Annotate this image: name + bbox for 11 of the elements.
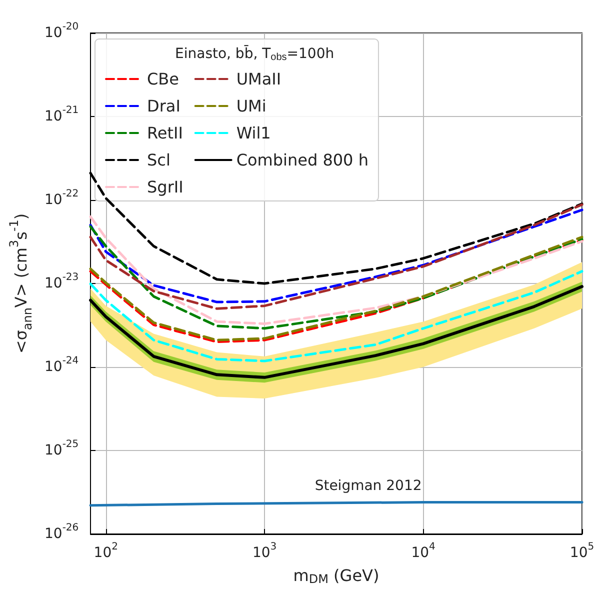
legend-label: Scl [147,150,170,170]
legend-label: RetII [147,124,183,142]
legend-label: Wil1 [236,124,271,142]
y-axis-title: <σannV> (cm3s-1) [7,213,35,354]
legend-label: UMi [236,96,266,116]
annotation: Steigman 2012 [314,478,422,494]
legend-label: SgrII [147,178,184,196]
legend-label: DraI [147,96,180,116]
legend-label: Combined 800 h [236,150,368,170]
legend-label: UMaII [236,70,282,88]
legend-label: CBe [147,70,179,88]
